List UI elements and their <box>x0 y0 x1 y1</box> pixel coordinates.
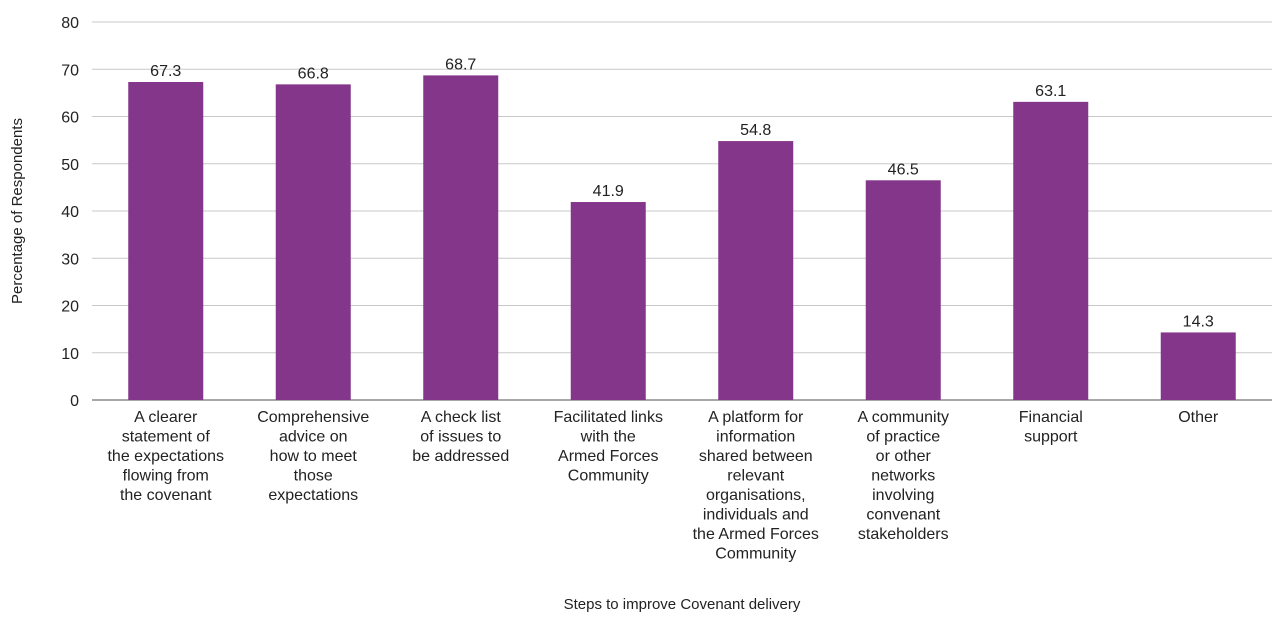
data-label: 66.8 <box>298 65 329 82</box>
data-label: 54.8 <box>740 122 771 139</box>
data-label: 46.5 <box>888 161 919 178</box>
bar <box>718 141 794 400</box>
y-tick-label: 0 <box>70 393 79 410</box>
y-tick-label: 60 <box>61 110 79 127</box>
y-axis-title: Percentage of Respondents <box>9 118 26 304</box>
data-label: 67.3 <box>150 63 181 80</box>
bar <box>423 75 499 400</box>
y-tick-label: 40 <box>61 204 79 221</box>
data-label: 63.1 <box>1035 83 1066 100</box>
data-label: 68.7 <box>445 56 476 73</box>
bar <box>1013 101 1089 400</box>
category-label: Other <box>1178 409 1219 426</box>
bar <box>275 84 351 401</box>
category-label: Comprehensive advice on how to meet those ex… <box>257 409 369 504</box>
data-label: 41.9 <box>593 183 624 200</box>
bar <box>1160 332 1236 400</box>
y-tick-label: 10 <box>61 346 79 363</box>
y-tick-label: 80 <box>61 15 79 32</box>
x-axis-title: Steps to improve Covenant delivery <box>564 596 801 613</box>
data-labels: 67.3 66.8 68.7 41.9 54.8 46.5 63.1 14.3 <box>150 56 1214 330</box>
y-tick-label: 70 <box>61 62 79 79</box>
category-label: A clearer statement of the expectations flo… <box>107 409 224 504</box>
bar <box>865 180 941 400</box>
bar <box>128 82 204 400</box>
bars <box>128 75 1236 401</box>
category-label: Facilitated links with the Armed Forces Com… <box>554 409 663 485</box>
y-tick-labels: 0 10 20 30 40 50 60 70 80 <box>61 15 79 410</box>
bar <box>570 202 646 400</box>
data-label: 14.3 <box>1183 313 1214 330</box>
category-label: A community of practice or other networks in… <box>857 409 949 543</box>
gridlines <box>92 21 1272 401</box>
category-label: A check list of issues to be addressed <box>412 409 509 465</box>
y-tick-label: 50 <box>61 157 79 174</box>
category-labels: A clearer statement of the expectations flo… <box>107 409 1218 563</box>
y-tick-label: 20 <box>61 299 79 316</box>
category-label: A platform for information shared between r… <box>693 409 819 563</box>
category-label: Financial support <box>1019 409 1083 446</box>
y-tick-label: 30 <box>61 251 79 268</box>
